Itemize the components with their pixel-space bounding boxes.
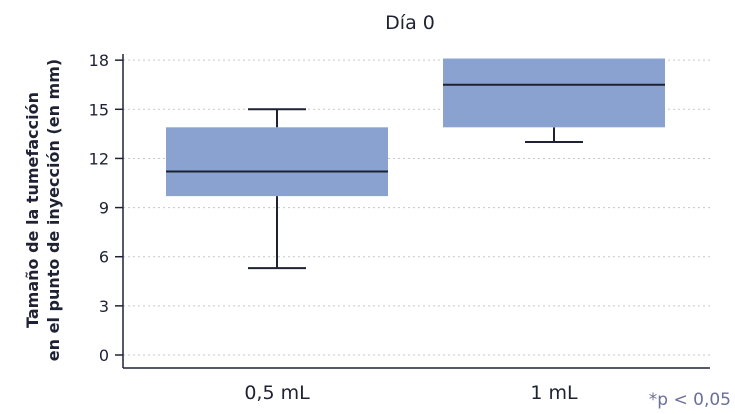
box-1 <box>166 108 388 270</box>
x-categories: 0,5 mL 1 mL <box>244 382 578 404</box>
x-category-label: 0,5 mL <box>244 382 310 404</box>
y-ticks: 0 3 6 9 12 15 18 <box>89 51 123 365</box>
y-tick-label: 12 <box>89 149 109 168</box>
y-tick-label: 6 <box>99 248 109 267</box>
y-tick-label: 18 <box>89 51 109 70</box>
y-tick-label: 9 <box>99 199 109 218</box>
y-axis-label-line-2: en el punto de inyección (en mm) <box>44 59 63 361</box>
iqr-box <box>443 58 665 128</box>
y-tick-label: 0 <box>99 346 109 365</box>
y-axis-label: Tamaño de la tumefacción en el punto de … <box>23 59 63 361</box>
y-tick-label: 15 <box>89 100 109 119</box>
iqr-box <box>166 127 388 197</box>
significance-footnote: *p < 0,05 <box>649 390 731 410</box>
x-category-label: 1 mL <box>530 382 578 404</box>
chart-title: Día 0 <box>385 12 435 34</box>
box-plots <box>166 58 665 270</box>
y-tick-label: 3 <box>99 297 109 316</box>
box-2 <box>443 58 665 144</box>
y-axis-label-line-1: Tamaño de la tumefacción <box>23 92 42 328</box>
